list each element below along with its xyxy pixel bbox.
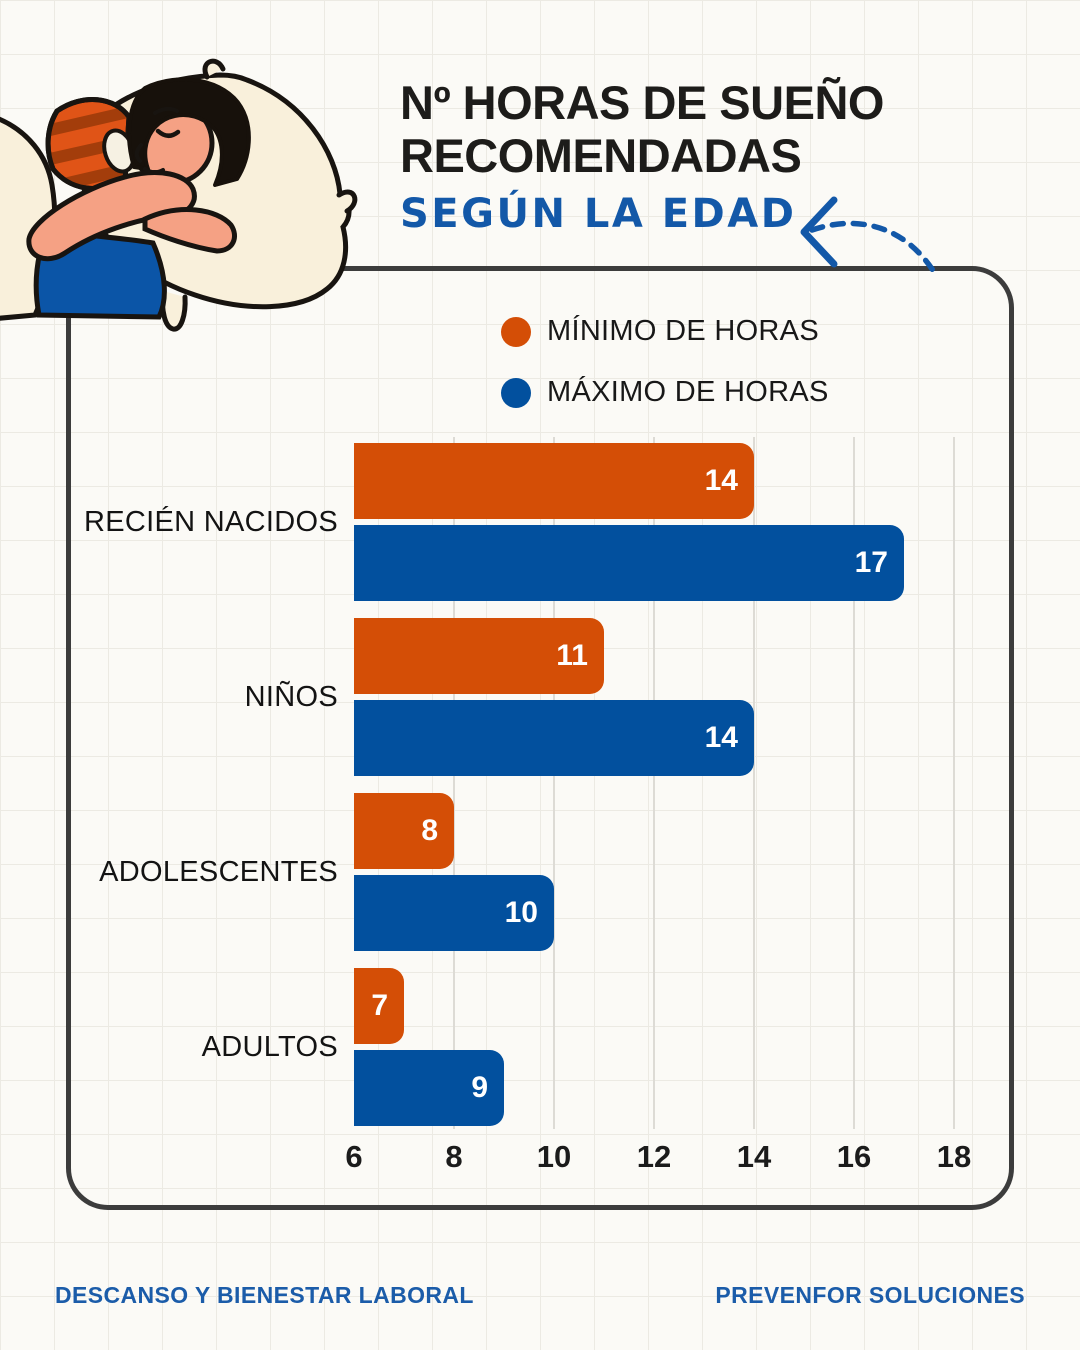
sleeping-person-illustration [0, 58, 358, 332]
page-subtitle: SEGÚN LA EDAD [400, 191, 797, 237]
footer-right-text: PREVENFOR SOLUCIONES [715, 1282, 1025, 1308]
bar-chart: 6 8 10 12 14 16 18 RECIÉN NACIDOS 14 17 NIÑOS 11 14 A… [71, 271, 1009, 1205]
page-title-line2: RECOMENDADAS [400, 129, 802, 182]
max-hours-dot-icon [501, 377, 531, 408]
bar-min-hours: 14 [354, 443, 754, 519]
x-axis-tick: 6 [345, 1139, 363, 1174]
bar-min-hours: 11 [354, 618, 604, 694]
dashed-arrow-icon [800, 196, 937, 274]
x-axis-tick: 16 [836, 1139, 872, 1174]
hair [127, 77, 251, 187]
title-block: Nº HORAS DE SUEÑO RECOMENDADAS SEGÚN LA … [400, 76, 1020, 237]
footer-left-text: DESCANSO Y BIENESTAR LABORAL [55, 1282, 474, 1308]
pillow-tuft-right [336, 189, 358, 214]
category-label: RECIÉN NACIDOS [84, 506, 338, 538]
x-axis-tick: 10 [536, 1139, 572, 1174]
category-label: ADULTOS [201, 1031, 338, 1063]
pillow-tuft-top [202, 58, 226, 80]
chart-legend: MÍNIMO DE HORAS MÁXIMO DE HORAS [501, 315, 829, 409]
legend-label-min: MÍNIMO DE HORAS [547, 315, 819, 347]
page-title-line1: Nº HORAS DE SUEÑO [400, 76, 884, 129]
chart-card: MÍNIMO DE HORAS MÁXIMO DE HORAS 6 8 10 12 14… [66, 266, 1014, 1210]
x-axis-tick: 12 [636, 1139, 672, 1174]
legend-item-max: MÁXIMO DE HORAS [501, 376, 829, 409]
bar-min-hours: 8 [354, 793, 454, 869]
bar-value-label: 7 [371, 989, 388, 1022]
forearm [142, 207, 237, 254]
x-axis-tick: 18 [936, 1139, 972, 1174]
bar-max-hours: 14 [354, 700, 754, 776]
bar-value-label: 10 [504, 896, 538, 929]
legend-label-max: MÁXIMO DE HORAS [547, 376, 829, 408]
gridline [953, 437, 955, 1129]
bar-value-label: 17 [854, 546, 888, 579]
bar-value-label: 11 [556, 639, 588, 672]
bar-max-hours: 17 [354, 525, 904, 601]
bar-min-hours: 7 [354, 968, 404, 1044]
bar-value-label: 14 [704, 464, 738, 497]
category-label: ADOLESCENTES [99, 856, 338, 888]
bar-max-hours: 10 [354, 875, 554, 951]
min-hours-dot-icon [501, 316, 531, 347]
gridline [453, 437, 455, 1129]
bar-value-label: 8 [421, 814, 438, 847]
gridline [653, 437, 655, 1129]
gridline [753, 437, 755, 1129]
x-axis-tick: 8 [445, 1139, 463, 1174]
bar-value-label: 14 [704, 721, 738, 754]
gridline [553, 437, 555, 1129]
legend-item-min: MÍNIMO DE HORAS [501, 315, 829, 348]
category-label: NIÑOS [244, 681, 338, 713]
bar-max-hours: 9 [354, 1050, 504, 1126]
gridline [853, 437, 855, 1129]
x-axis-tick: 14 [736, 1139, 772, 1174]
footer: DESCANSO Y BIENESTAR LABORAL PREVENFOR S… [55, 1282, 1025, 1309]
bar-value-label: 9 [471, 1071, 488, 1104]
arm [26, 170, 197, 262]
